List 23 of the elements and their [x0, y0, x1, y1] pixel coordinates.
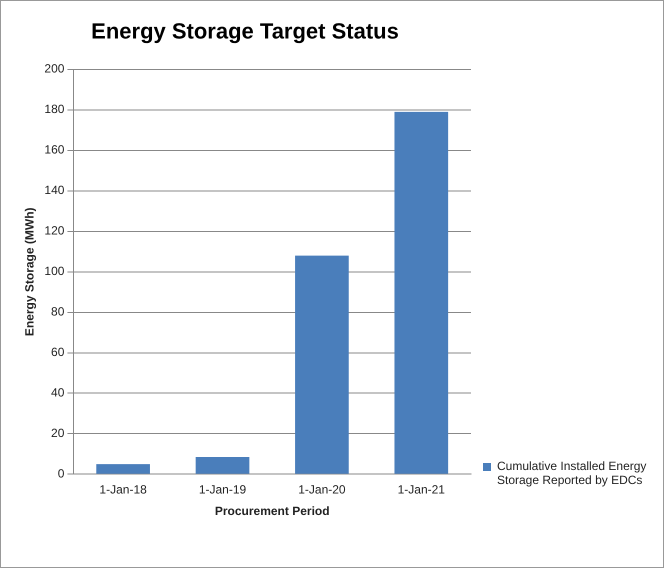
x-tick-label: 1-Jan-21: [398, 482, 446, 497]
legend-label: Cumulative Installed Energy Storage Reported by EDCs: [497, 459, 648, 487]
bar: [295, 256, 349, 474]
y-tick-label: 180: [44, 102, 65, 116]
y-tick-label: 60: [51, 345, 65, 360]
x-axis-title: Procurement Period: [214, 504, 330, 518]
bar: [394, 112, 448, 474]
y-tick-label: 80: [51, 304, 65, 319]
y-tick-label: 160: [44, 142, 65, 157]
y-tick-label: 200: [44, 62, 65, 76]
y-tick-label: 140: [44, 183, 65, 198]
bar: [96, 464, 150, 474]
x-tick-label: 1-Jan-20: [298, 482, 346, 497]
chart-title: Energy Storage Target Status: [91, 18, 399, 44]
y-tick-label: 100: [44, 264, 65, 278]
x-tick-label: 1-Jan-19: [198, 482, 247, 497]
y-tick-label: 40: [51, 386, 65, 400]
y-axis-title: Energy Storage (MWh): [22, 207, 37, 336]
y-tick-label: 0: [58, 466, 65, 481]
y-tick-label: 20: [51, 426, 65, 440]
bar: [196, 456, 250, 474]
y-tick-label: 120: [44, 224, 65, 238]
x-tick-label: 1-Jan-18: [99, 482, 148, 497]
